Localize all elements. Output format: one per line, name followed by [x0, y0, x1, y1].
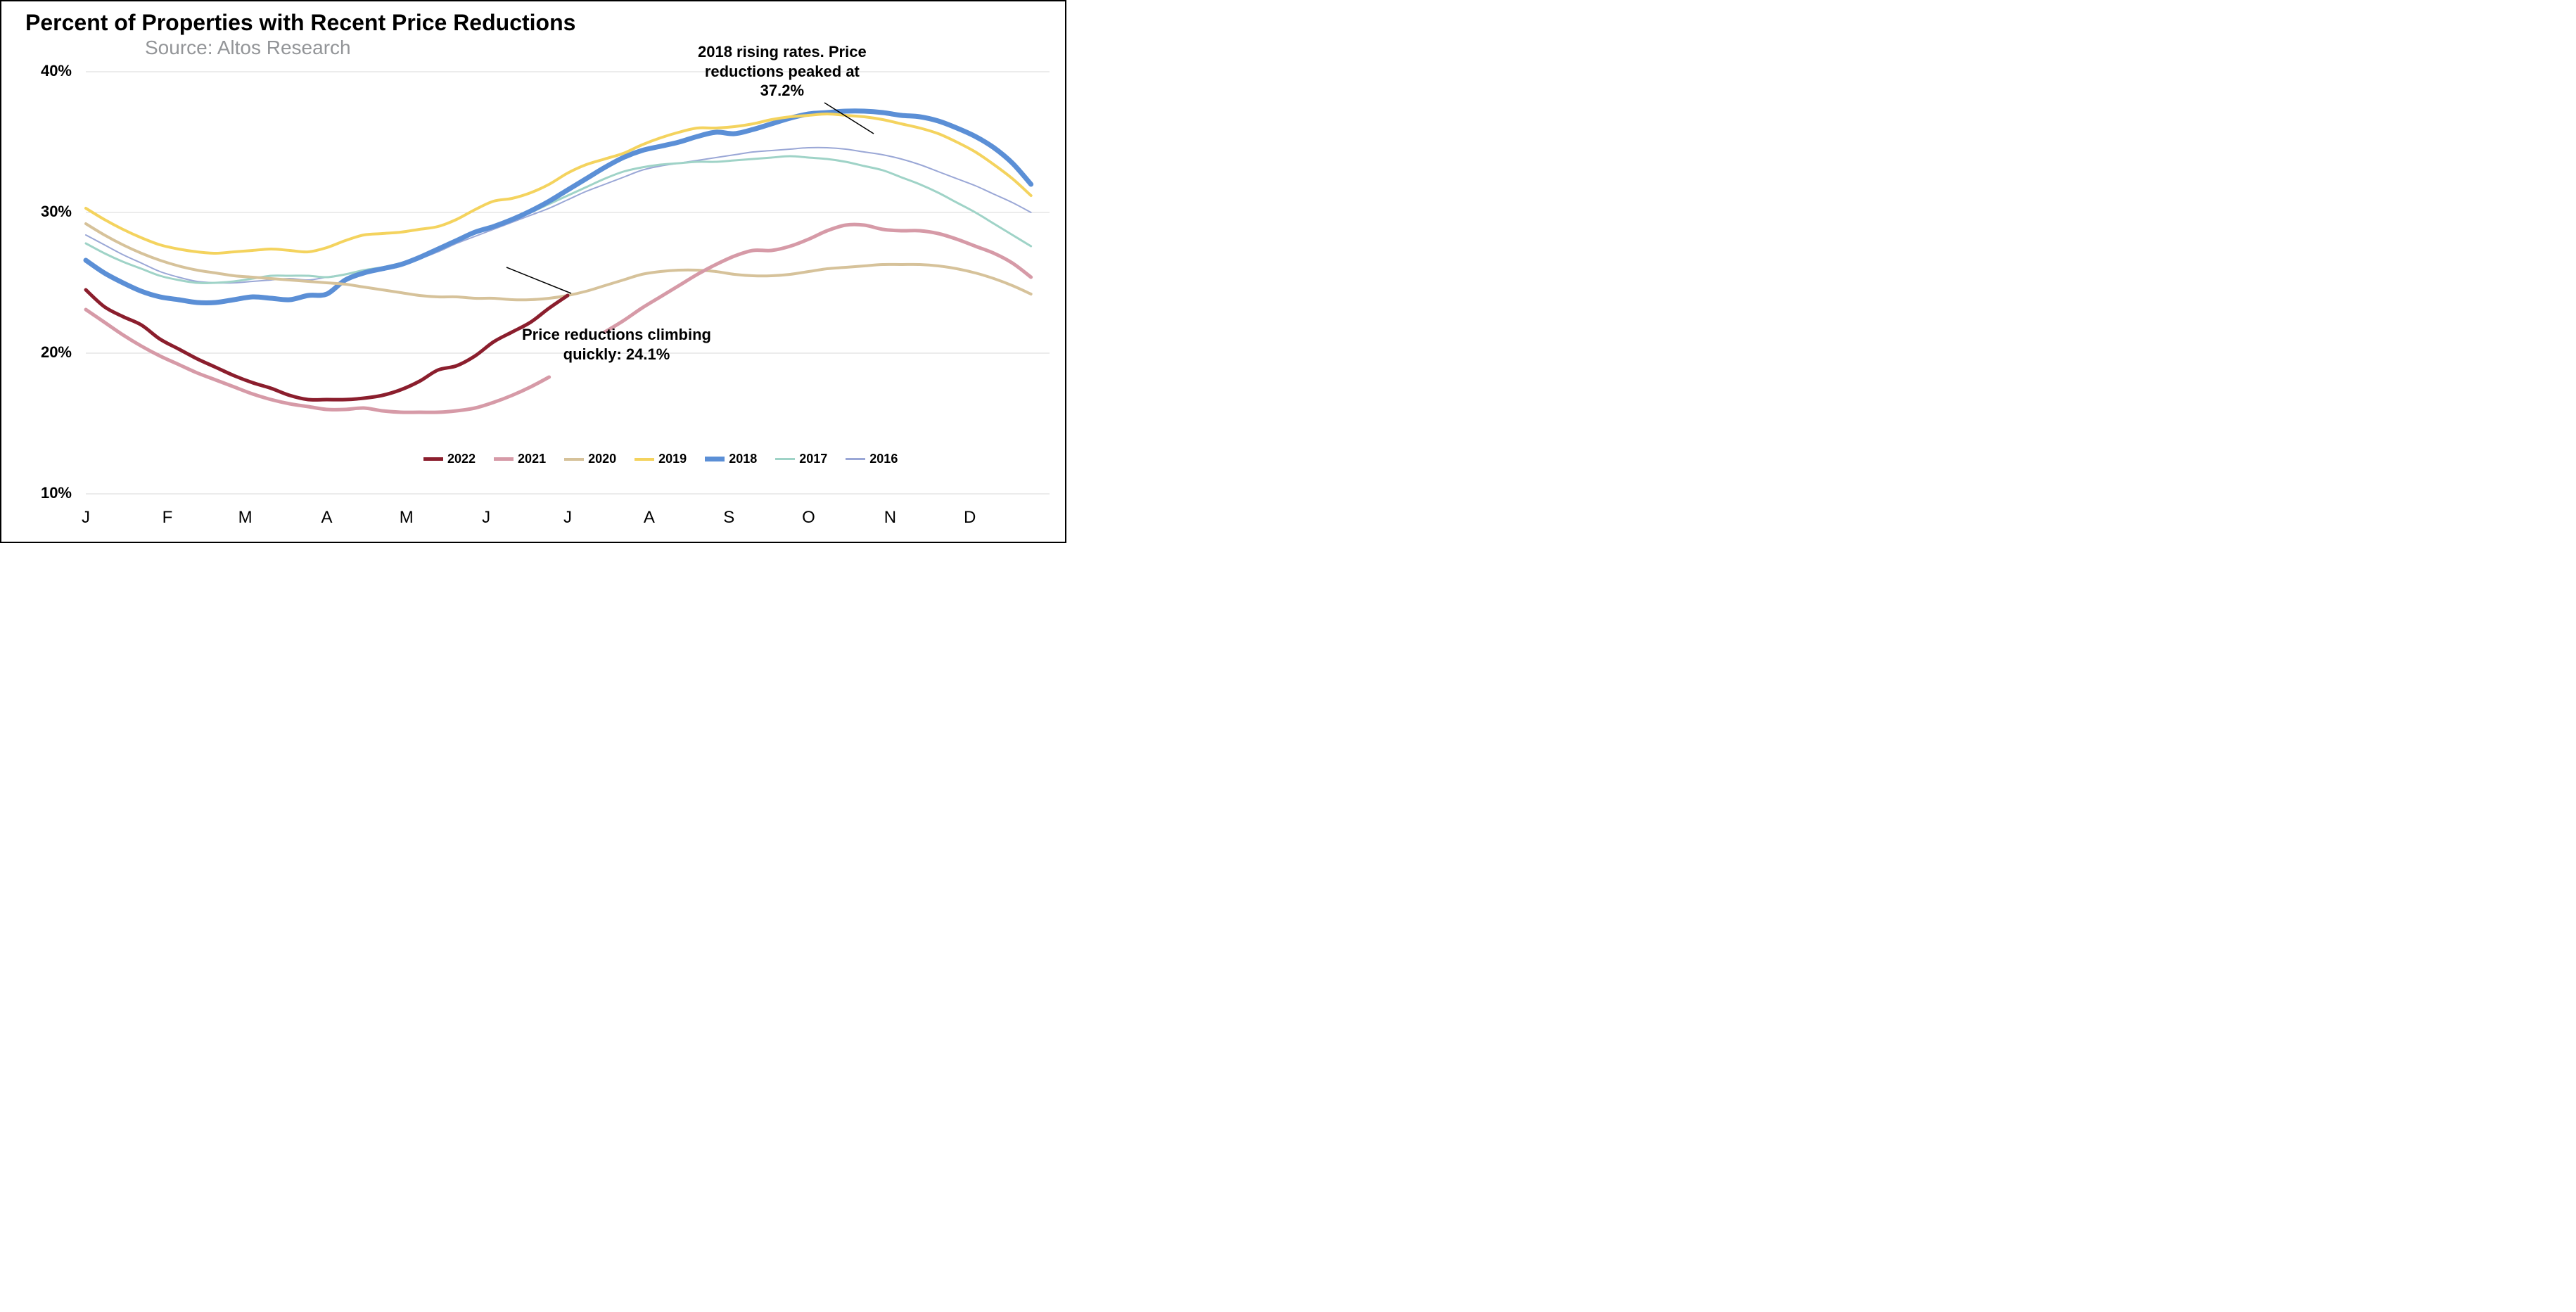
legend-swatch-2020 — [564, 458, 584, 461]
series-2019 — [86, 114, 1031, 253]
anno-2022: Price reductions climbing quickly: 24.1% — [522, 325, 711, 364]
anno-2018: 2018 rising rates. Price reductions peak… — [698, 42, 867, 101]
legend-label-2016: 2016 — [869, 452, 898, 466]
y-axis-label: 30% — [1, 203, 72, 221]
legend-swatch-2019 — [635, 458, 654, 461]
legend-label-2021: 2021 — [518, 452, 546, 466]
x-axis-label: N — [884, 508, 896, 528]
legend-label-2022: 2022 — [447, 452, 476, 466]
anno-2022-pointer — [506, 267, 571, 293]
x-axis-label: D — [964, 508, 976, 528]
legend-item-2018: 2018 — [705, 452, 757, 466]
y-axis-label: 40% — [1, 62, 72, 80]
x-axis-label: A — [321, 508, 332, 528]
legend-label-2017: 2017 — [799, 452, 827, 466]
series-2016 — [86, 148, 1031, 284]
legend-label-2020: 2020 — [588, 452, 616, 466]
legend-item-2017: 2017 — [775, 452, 827, 466]
x-axis-label: J — [482, 508, 490, 528]
legend-swatch-2021 — [494, 457, 514, 461]
x-axis-label: F — [162, 508, 173, 528]
legend-swatch-2016 — [846, 458, 865, 460]
legend-swatch-2018 — [705, 457, 725, 461]
legend-label-2019: 2019 — [658, 452, 687, 466]
series-2022 — [86, 290, 568, 400]
x-axis-label: O — [802, 508, 815, 528]
series-2021 — [605, 224, 1031, 332]
legend-swatch-2017 — [775, 458, 795, 460]
legend-item-2020: 2020 — [564, 452, 616, 466]
x-axis-label: J — [563, 508, 572, 528]
legend-item-2019: 2019 — [635, 452, 687, 466]
legend-swatch-2022 — [423, 457, 443, 461]
x-axis-label: A — [644, 508, 655, 528]
legend: 2022 2021 2020 2019 2018 2017 2016 — [423, 452, 898, 466]
y-axis-label: 20% — [1, 343, 72, 362]
chart-frame: Percent of Properties with Recent Price … — [0, 0, 1066, 543]
legend-item-2016: 2016 — [846, 452, 898, 466]
legend-label-2018: 2018 — [729, 452, 757, 466]
x-axis-label: M — [238, 508, 253, 528]
x-axis-label: M — [400, 508, 414, 528]
legend-item-2022: 2022 — [423, 452, 476, 466]
x-axis-label: S — [723, 508, 734, 528]
y-axis-label: 10% — [1, 484, 72, 502]
x-axis-label: J — [82, 508, 90, 528]
series-2021 — [86, 310, 549, 412]
legend-item-2021: 2021 — [494, 452, 546, 466]
